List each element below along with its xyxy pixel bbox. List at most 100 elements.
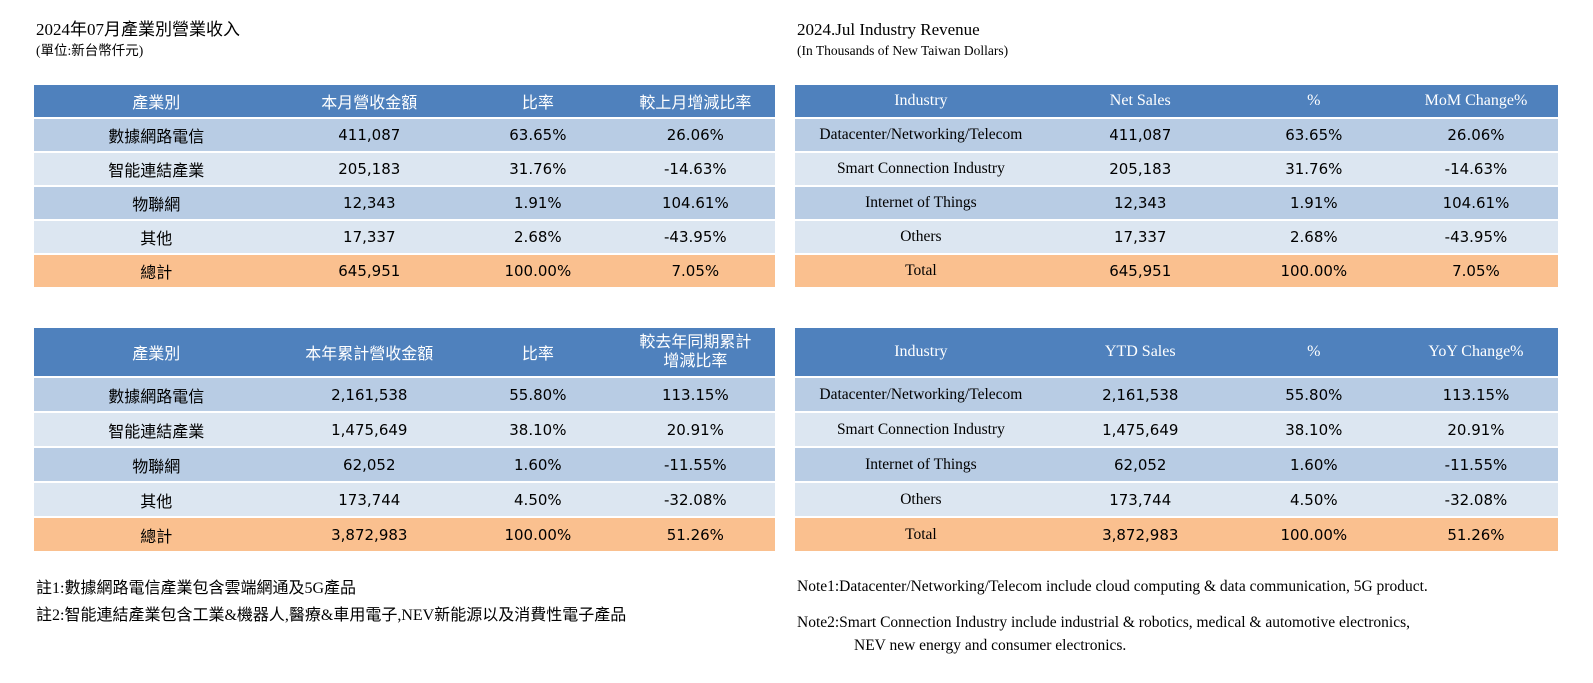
report-unit-subtitle-zh: (單位:新台幣仟元) xyxy=(36,43,144,58)
change-value: -11.55% xyxy=(615,446,775,481)
change-value: -11.55% xyxy=(1393,446,1558,481)
table-row: 其他 173,744 4.50% -32.08% xyxy=(34,481,775,516)
table-row: 數據網路電信 2,161,538 55.80% 113.15% xyxy=(34,376,775,411)
ytd-sales-value: 2,161,538 xyxy=(1046,376,1234,411)
percent-value: 1.60% xyxy=(460,446,616,481)
table-row: Internet of Things 12,343 1.91% 104.61% xyxy=(795,185,1558,219)
percent-value: 1.91% xyxy=(460,185,616,219)
monthly-revenue-table-zh: 產業別 本月營收金額 比率 較上月增減比率 數據網路電信 411,087 63.… xyxy=(34,85,775,287)
table-row: Smart Connection Industry 205,183 31.76%… xyxy=(795,151,1558,185)
net-sales-value: 205,183 xyxy=(1046,151,1234,185)
percent-value: 55.80% xyxy=(460,376,616,411)
net-sales-value: 205,183 xyxy=(278,151,461,185)
change-value: 113.15% xyxy=(1393,376,1558,411)
change-value: 26.06% xyxy=(615,117,775,151)
table-row: 物聯網 12,343 1.91% 104.61% xyxy=(34,185,775,219)
percent-value: 4.50% xyxy=(1233,481,1394,516)
total-net-sales-value: 645,951 xyxy=(278,253,461,287)
table-row: Datacenter/Networking/Telecom 2,161,538 … xyxy=(795,376,1558,411)
ytd-sales-value: 62,052 xyxy=(278,446,461,481)
total-label: Total xyxy=(795,516,1047,551)
ytd-revenue-table-zh: 產業別 本年累計營收金額 比率 較去年同期累計 增減比率 數據網路電信 2,16… xyxy=(34,328,775,551)
change-value: 113.15% xyxy=(615,376,775,411)
total-row: Total 3,872,983 100.00% 51.26% xyxy=(795,516,1558,551)
report-unit-subtitle-en: (In Thousands of New Taiwan Dollars) xyxy=(797,43,1009,58)
change-value: -43.95% xyxy=(1393,219,1558,253)
column-header-percent: % xyxy=(1233,85,1394,117)
industry-label: Internet of Things xyxy=(795,185,1047,219)
industry-label: Smart Connection Industry xyxy=(795,411,1047,446)
industry-label: 數據網路電信 xyxy=(34,117,279,151)
header-row: 產業別 本年累計營收金額 比率 較去年同期累計 增減比率 xyxy=(34,328,775,376)
change-value: 20.91% xyxy=(1393,411,1558,446)
industry-label: Others xyxy=(795,481,1047,516)
header-row: Industry YTD Sales % YoY Change% xyxy=(795,328,1558,376)
change-value: -43.95% xyxy=(615,219,775,253)
column-header-industry: Industry xyxy=(795,328,1047,376)
total-row: 總計 645,951 100.00% 7.05% xyxy=(34,253,775,287)
column-header-industry: 產業別 xyxy=(34,85,279,117)
total-percent-value: 100.00% xyxy=(460,516,616,551)
column-header-yoy-change: YoY Change% xyxy=(1393,328,1558,376)
total-label: 總計 xyxy=(34,253,279,287)
total-percent-value: 100.00% xyxy=(1233,516,1394,551)
footnote-1-en: Note1:Datacenter/Networking/Telecom incl… xyxy=(797,578,1428,595)
industry-label: Datacenter/Networking/Telecom xyxy=(795,376,1047,411)
percent-value: 4.50% xyxy=(460,481,616,516)
ytd-sales-value: 173,744 xyxy=(1046,481,1234,516)
change-value: -32.08% xyxy=(615,481,775,516)
change-value: 104.61% xyxy=(1393,185,1558,219)
percent-value: 1.91% xyxy=(1233,185,1394,219)
column-header-ytd-sales: 本年累計營收金額 xyxy=(278,328,461,376)
percent-value: 31.76% xyxy=(460,151,616,185)
table-row: Smart Connection Industry 1,475,649 38.1… xyxy=(795,411,1558,446)
table-row: 智能連結產業 205,183 31.76% -14.63% xyxy=(34,151,775,185)
change-value: -32.08% xyxy=(1393,481,1558,516)
percent-value: 63.65% xyxy=(1233,117,1394,151)
column-header-mom-change: MoM Change% xyxy=(1393,85,1558,117)
net-sales-value: 12,343 xyxy=(278,185,461,219)
table-row: 物聯網 62,052 1.60% -11.55% xyxy=(34,446,775,481)
footnote-2-continuation-en: NEV new energy and consumer electronics. xyxy=(854,637,1127,654)
footnote-1-zh: 註1:數據網路電信產業包含雲端網通及5G產品 xyxy=(36,580,357,597)
net-sales-value: 12,343 xyxy=(1046,185,1234,219)
industry-label: 智能連結產業 xyxy=(34,411,279,446)
column-header-industry: 產業別 xyxy=(34,328,279,376)
change-value: 26.06% xyxy=(1393,117,1558,151)
column-header-percent: 比率 xyxy=(460,328,616,376)
report-title-en: 2024.Jul Industry Revenue xyxy=(797,20,980,39)
footnote-2-zh: 註2:智能連結產業包含工業&機器人,醫療&車用電子,NEV新能源以及消費性電子產… xyxy=(36,607,627,624)
percent-value: 38.10% xyxy=(460,411,616,446)
net-sales-value: 17,337 xyxy=(1046,219,1234,253)
chinese-report-panel: 2024年07月產業別營業收入 (單位:新台幣仟元) 產業別 本月營收金額 比率… xyxy=(34,0,775,683)
total-row: 總計 3,872,983 100.00% 51.26% xyxy=(34,516,775,551)
industry-label: 數據網路電信 xyxy=(34,376,279,411)
change-value: 104.61% xyxy=(615,185,775,219)
industry-label: Datacenter/Networking/Telecom xyxy=(795,117,1047,151)
industry-label: 物聯網 xyxy=(34,185,279,219)
industry-label: 其他 xyxy=(34,481,279,516)
total-change-value: 51.26% xyxy=(1393,516,1558,551)
change-value: -14.63% xyxy=(1393,151,1558,185)
percent-value: 2.68% xyxy=(1233,219,1394,253)
industry-label: 智能連結產業 xyxy=(34,151,279,185)
industry-label: Others xyxy=(795,219,1047,253)
net-sales-value: 17,337 xyxy=(278,219,461,253)
industry-label: 其他 xyxy=(34,219,279,253)
column-header-industry: Industry xyxy=(795,85,1047,117)
table-row: 智能連結產業 1,475,649 38.10% 20.91% xyxy=(34,411,775,446)
english-report-panel: 2024.Jul Industry Revenue (In Thousands … xyxy=(795,0,1558,683)
table-row: Datacenter/Networking/Telecom 411,087 63… xyxy=(795,117,1558,151)
column-header-ytd-sales: YTD Sales xyxy=(1046,328,1234,376)
total-label: Total xyxy=(795,253,1047,287)
header-row: 產業別 本月營收金額 比率 較上月增減比率 xyxy=(34,85,775,117)
percent-value: 38.10% xyxy=(1233,411,1394,446)
ytd-sales-value: 1,475,649 xyxy=(1046,411,1234,446)
column-header-percent: 比率 xyxy=(460,85,616,117)
table-row: Others 173,744 4.50% -32.08% xyxy=(795,481,1558,516)
percent-value: 63.65% xyxy=(460,117,616,151)
ytd-sales-value: 1,475,649 xyxy=(278,411,461,446)
change-value: -14.63% xyxy=(615,151,775,185)
column-header-percent: % xyxy=(1233,328,1394,376)
industry-label: Smart Connection Industry xyxy=(795,151,1047,185)
